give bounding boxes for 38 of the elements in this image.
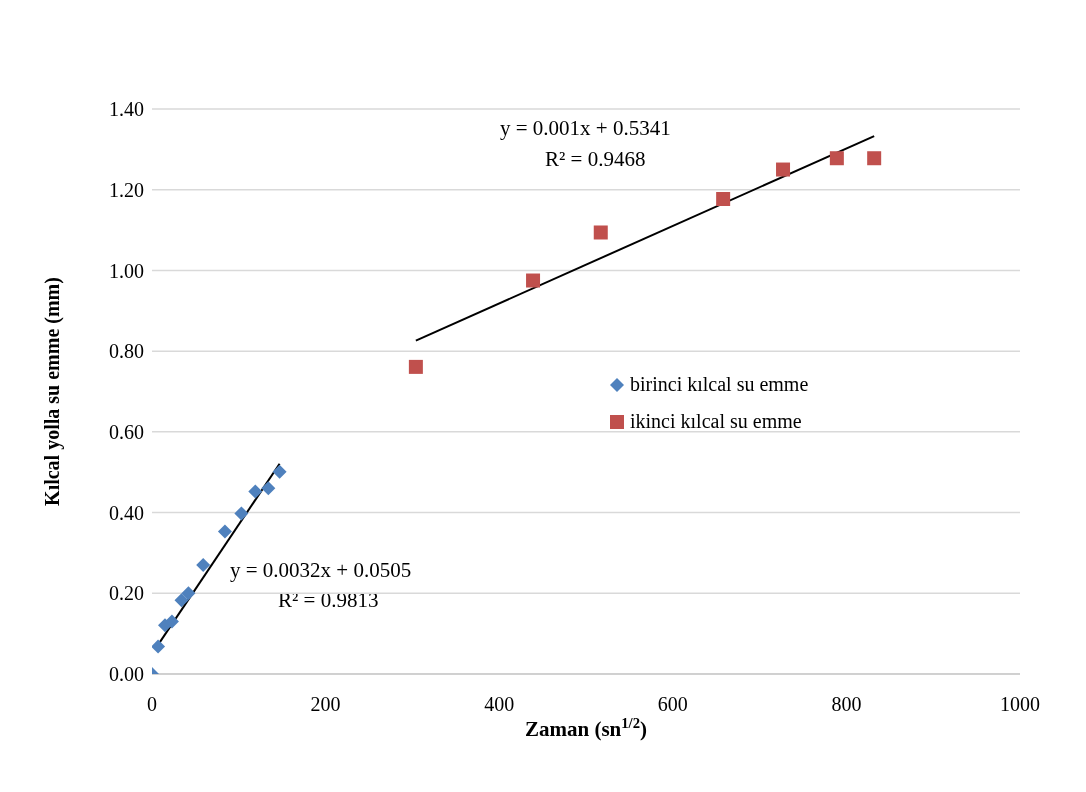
- y-axis-title: Kılcal yolla su emme (mm): [41, 277, 65, 506]
- annotation: y = 0.0032x + 0.0505: [230, 558, 412, 583]
- point: [234, 506, 249, 521]
- x-tick-label: 200: [310, 693, 341, 715]
- annotation: y = 0.001x + 0.5341: [500, 116, 671, 141]
- annotation: R² = 0.9468: [545, 147, 646, 172]
- point: [181, 586, 196, 601]
- point: [593, 225, 608, 240]
- y-tick-label: 0.20: [109, 582, 144, 605]
- point: [867, 151, 882, 166]
- point: [776, 162, 791, 177]
- x-axis-title: Zaman (sn$^{1/2}$): [524, 715, 648, 741]
- y-tick-label: 0.00: [109, 663, 144, 686]
- legend-label: ikinci kılcal su emme: [630, 410, 802, 433]
- point: [248, 484, 263, 499]
- x-tick-label: 0: [147, 693, 157, 715]
- point: [526, 273, 541, 288]
- y-tick-label: 0.60: [109, 420, 144, 443]
- point: [829, 151, 844, 166]
- y-tick-label: 1.20: [109, 178, 144, 201]
- point: [164, 614, 179, 629]
- point: [196, 558, 211, 573]
- point: [408, 359, 423, 374]
- x-tick-label: 800: [831, 693, 862, 715]
- point: [217, 524, 232, 539]
- point: [174, 593, 189, 608]
- point: [261, 481, 276, 496]
- x-tick-label: 600: [657, 693, 688, 715]
- point: [152, 639, 166, 654]
- y-tick-label: 0.80: [109, 340, 144, 363]
- x-tick-label: 400: [484, 693, 515, 715]
- x-tick-label: 1000: [1000, 693, 1040, 715]
- point: [716, 192, 731, 206]
- point: [272, 464, 287, 479]
- y-tick-label: 1.00: [109, 259, 144, 282]
- y-tick-label: 1.40: [109, 98, 144, 121]
- legend-label: birinci kılcal su emme: [630, 373, 809, 396]
- y-tick-label: 0.40: [109, 501, 144, 524]
